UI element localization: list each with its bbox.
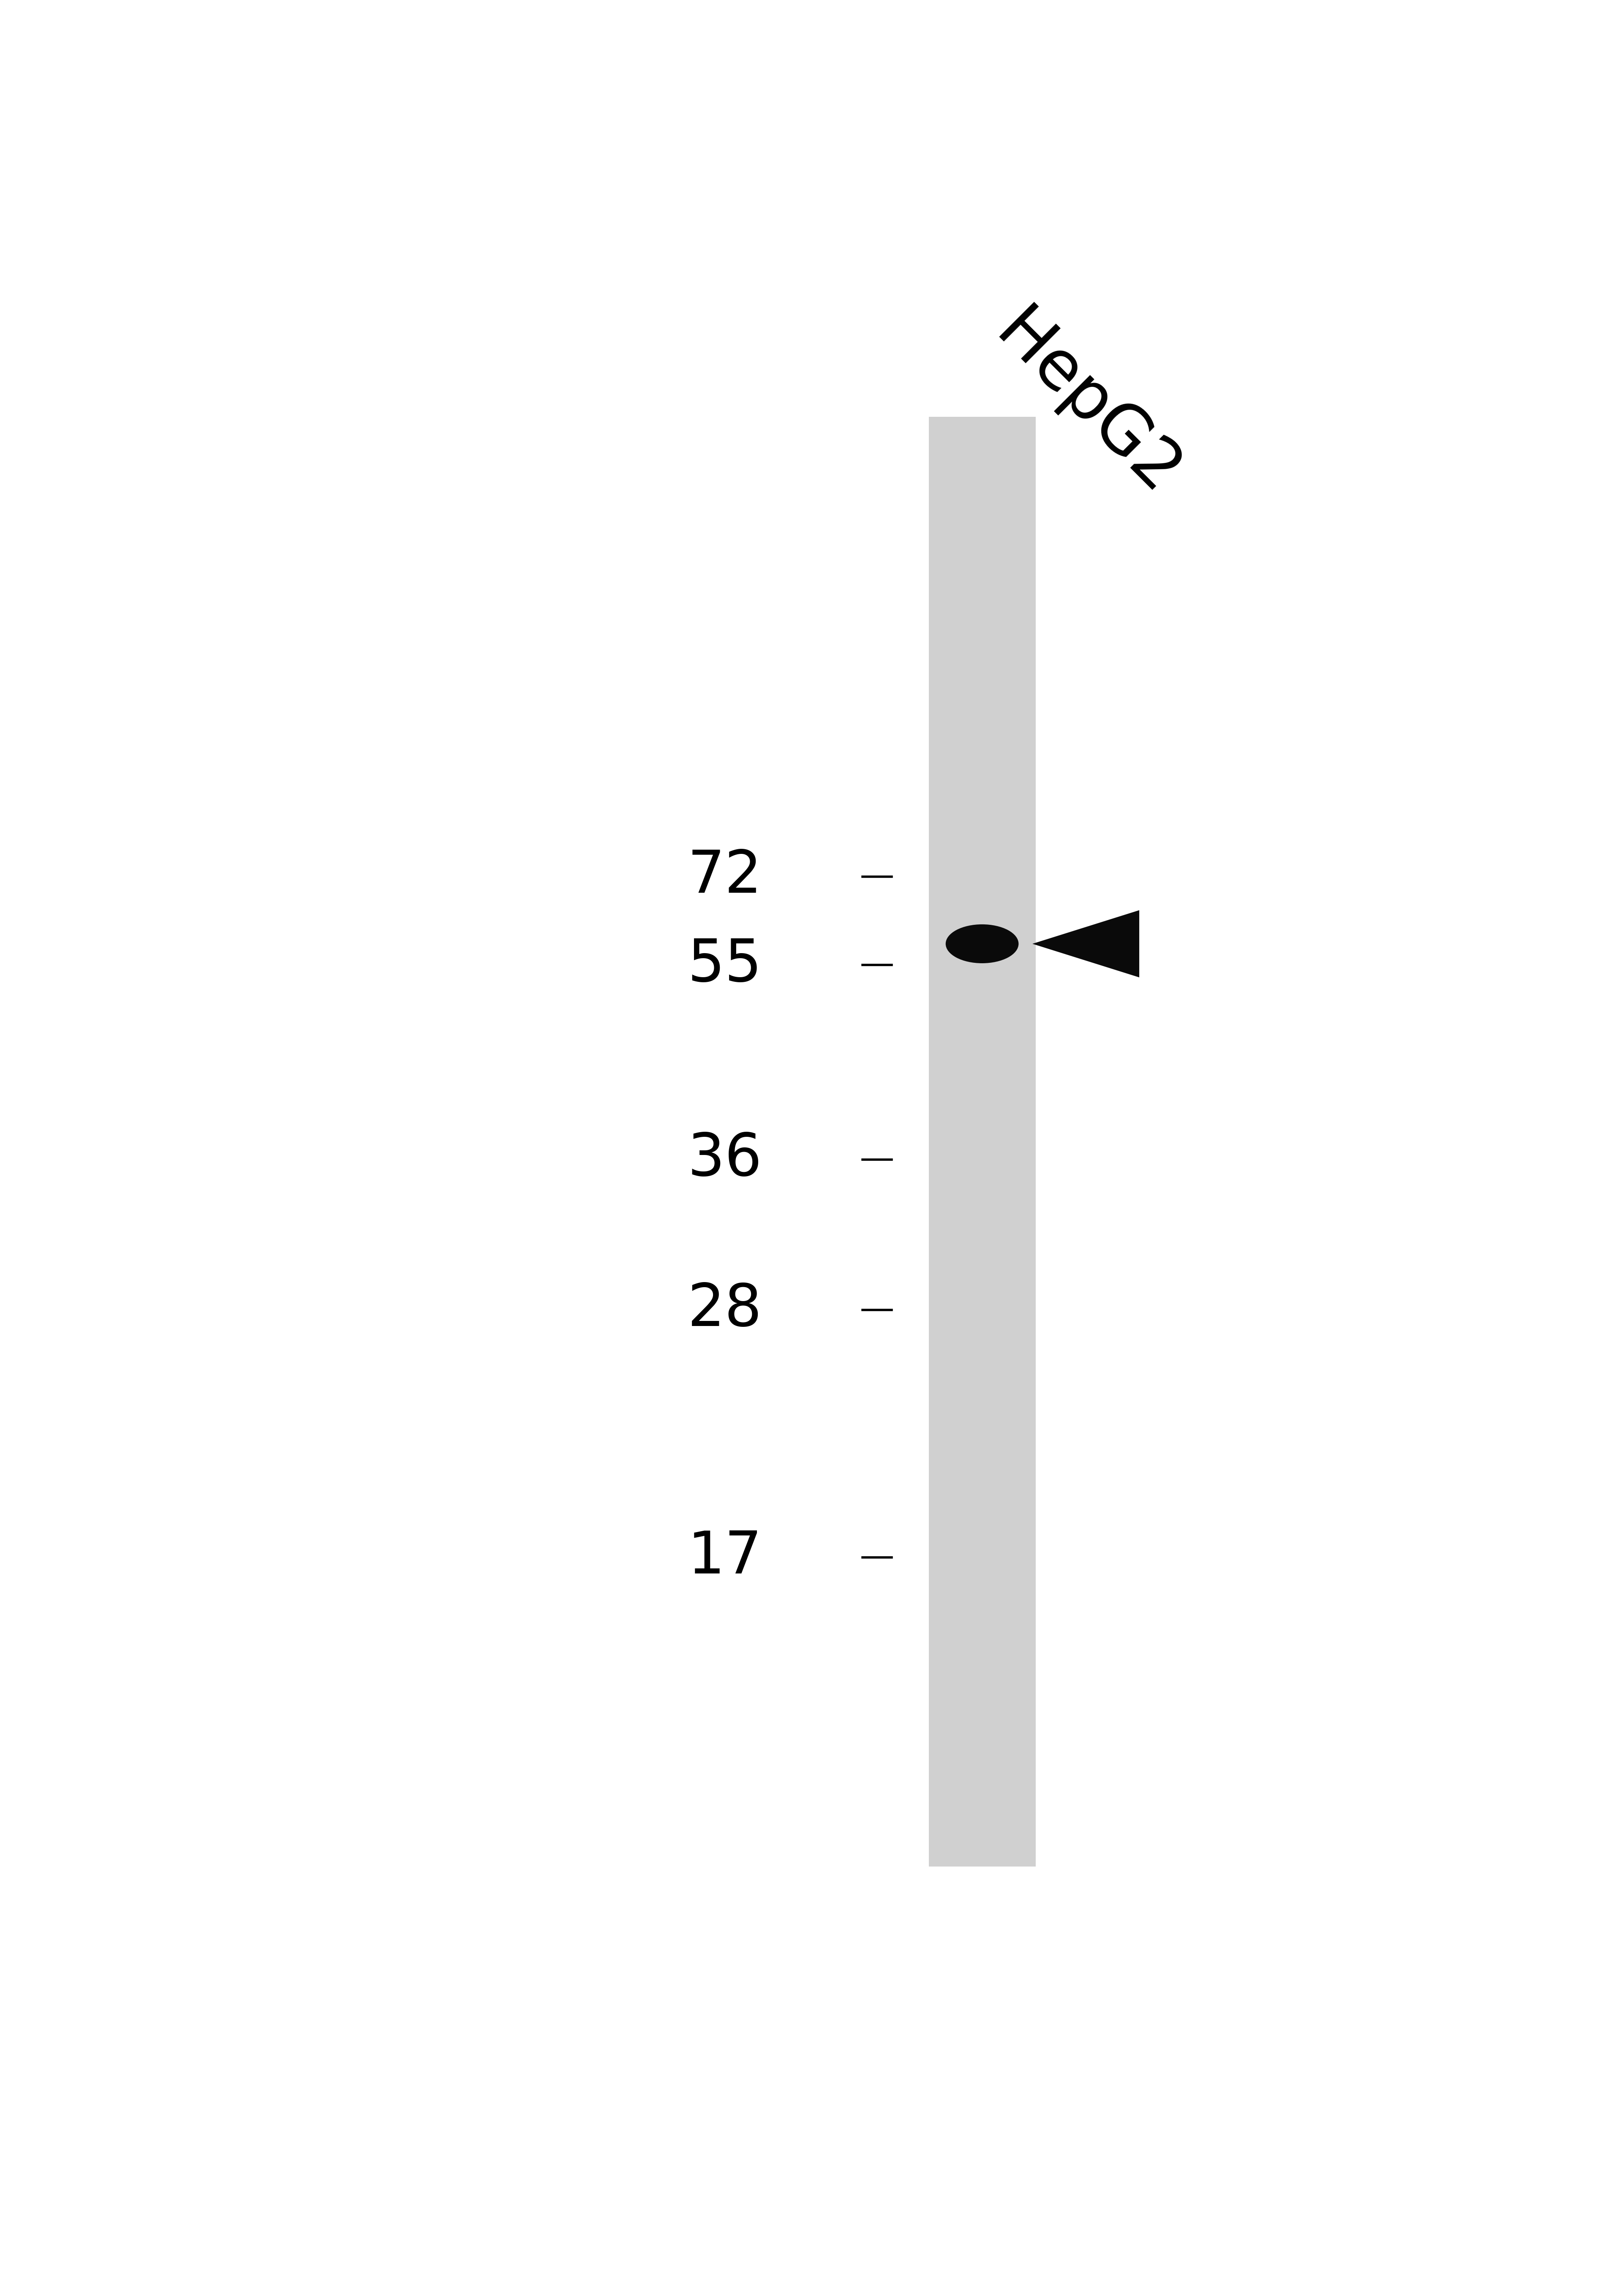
Polygon shape: [1032, 909, 1139, 978]
Text: 36: 36: [688, 1132, 762, 1187]
Text: 17: 17: [688, 1529, 762, 1587]
Text: HepG2: HepG2: [981, 301, 1191, 510]
Text: 55: 55: [688, 937, 762, 994]
Text: 72: 72: [688, 847, 762, 905]
Bar: [929, 418, 1035, 1867]
Ellipse shape: [946, 925, 1019, 964]
Text: 28: 28: [688, 1281, 762, 1339]
